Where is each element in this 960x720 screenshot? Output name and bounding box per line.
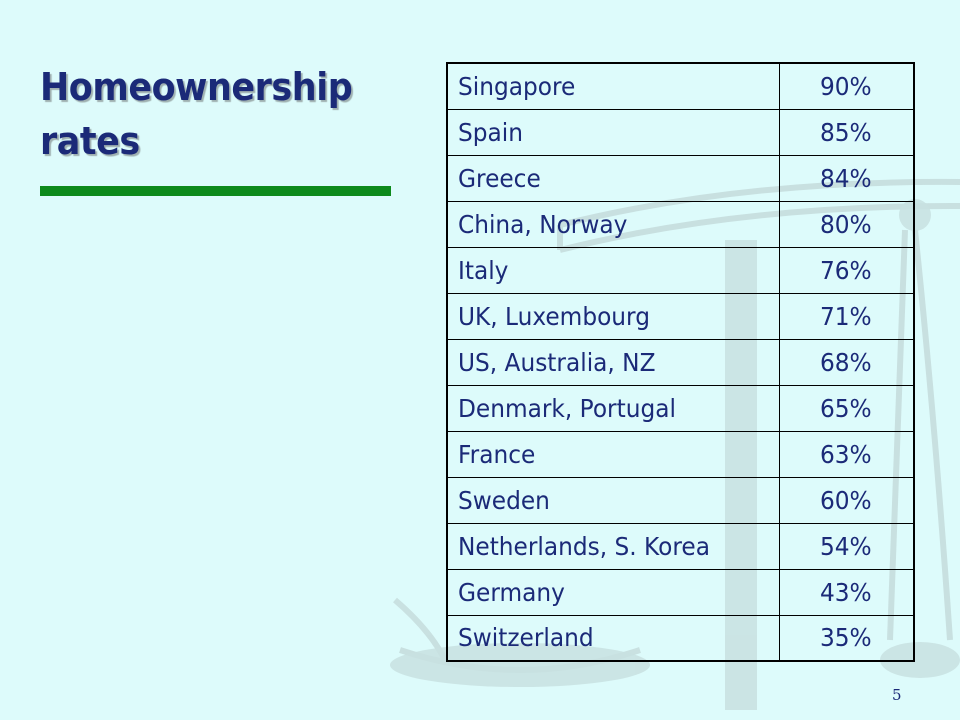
country-cell: Singapore bbox=[446, 62, 780, 110]
homeownership-table: Singapore 90% Spain 85% Greece 84% China, Norw… bbox=[446, 62, 915, 662]
table-row: Denmark, Portugal 65% bbox=[446, 384, 915, 432]
rate-cell: 54% bbox=[778, 522, 915, 570]
rate-cell: 71% bbox=[778, 292, 915, 340]
country-name: China, Norway bbox=[458, 209, 628, 239]
rate-value: 90% bbox=[820, 71, 873, 101]
rate-value: 71% bbox=[820, 301, 873, 331]
rate-cell: 90% bbox=[778, 62, 915, 110]
country-cell: China, Norway bbox=[446, 200, 780, 248]
country-cell: Germany bbox=[446, 568, 780, 616]
table-row: Netherlands, S. Korea 54% bbox=[446, 522, 915, 570]
table-row: Greece 84% bbox=[446, 154, 915, 202]
table-row: Spain 85% bbox=[446, 108, 915, 156]
country-cell: US, Australia, NZ bbox=[446, 338, 780, 386]
rate-value: 84% bbox=[820, 163, 873, 193]
country-name: UK, Luxembourg bbox=[458, 301, 650, 331]
rate-cell: 76% bbox=[778, 246, 915, 294]
rate-value: 85% bbox=[820, 117, 873, 147]
rate-cell: 65% bbox=[778, 384, 915, 432]
rate-value: 63% bbox=[820, 439, 873, 469]
rate-cell: 80% bbox=[778, 200, 915, 248]
table-row: Sweden 60% bbox=[446, 476, 915, 524]
country-name: France bbox=[458, 439, 536, 469]
table-row: Germany 43% bbox=[446, 568, 915, 616]
country-name: Sweden bbox=[458, 485, 550, 515]
country-cell: UK, Luxembourg bbox=[446, 292, 780, 340]
country-name: Greece bbox=[458, 163, 541, 193]
rate-cell: 43% bbox=[778, 568, 915, 616]
table-row: UK, Luxembourg 71% bbox=[446, 292, 915, 340]
country-cell: Switzerland bbox=[446, 614, 780, 662]
rate-value: 60% bbox=[820, 485, 873, 515]
country-cell: Greece bbox=[446, 154, 780, 202]
rate-cell: 68% bbox=[778, 338, 915, 386]
table-row: China, Norway 80% bbox=[446, 200, 915, 248]
rate-value: 68% bbox=[820, 347, 873, 377]
rate-cell: 35% bbox=[778, 614, 915, 662]
country-name: Singapore bbox=[458, 71, 576, 101]
slide-title: Homeownership rates bbox=[40, 65, 353, 163]
rate-value: 65% bbox=[820, 393, 873, 423]
rate-cell: 60% bbox=[778, 476, 915, 524]
country-name: US, Australia, NZ bbox=[458, 347, 656, 377]
country-cell: Netherlands, S. Korea bbox=[446, 522, 780, 570]
country-cell: Sweden bbox=[446, 476, 780, 524]
table-row: France 63% bbox=[446, 430, 915, 478]
table-row: Italy 76% bbox=[446, 246, 915, 294]
rate-value: 54% bbox=[820, 531, 873, 561]
rate-cell: 63% bbox=[778, 430, 915, 478]
country-name: Spain bbox=[458, 117, 523, 147]
table-row: Switzerland 35% bbox=[446, 614, 915, 662]
page-number: 5 bbox=[892, 686, 902, 704]
country-name: Germany bbox=[458, 577, 565, 607]
rate-value: 35% bbox=[820, 623, 873, 653]
rate-cell: 85% bbox=[778, 108, 915, 156]
country-cell: Italy bbox=[446, 246, 780, 294]
rate-value: 80% bbox=[820, 209, 873, 239]
country-name: Denmark, Portugal bbox=[458, 393, 676, 423]
rate-value: 43% bbox=[820, 577, 873, 607]
table-row: US, Australia, NZ 68% bbox=[446, 338, 915, 386]
country-cell: Denmark, Portugal bbox=[446, 384, 780, 432]
country-cell: France bbox=[446, 430, 780, 478]
country-cell: Spain bbox=[446, 108, 780, 156]
title-underline bbox=[40, 186, 391, 196]
country-name: Italy bbox=[458, 255, 509, 285]
country-name: Netherlands, S. Korea bbox=[458, 531, 710, 561]
table-row: Singapore 90% bbox=[446, 62, 915, 110]
country-name: Switzerland bbox=[458, 623, 594, 653]
rate-value: 76% bbox=[820, 255, 873, 285]
rate-cell: 84% bbox=[778, 154, 915, 202]
